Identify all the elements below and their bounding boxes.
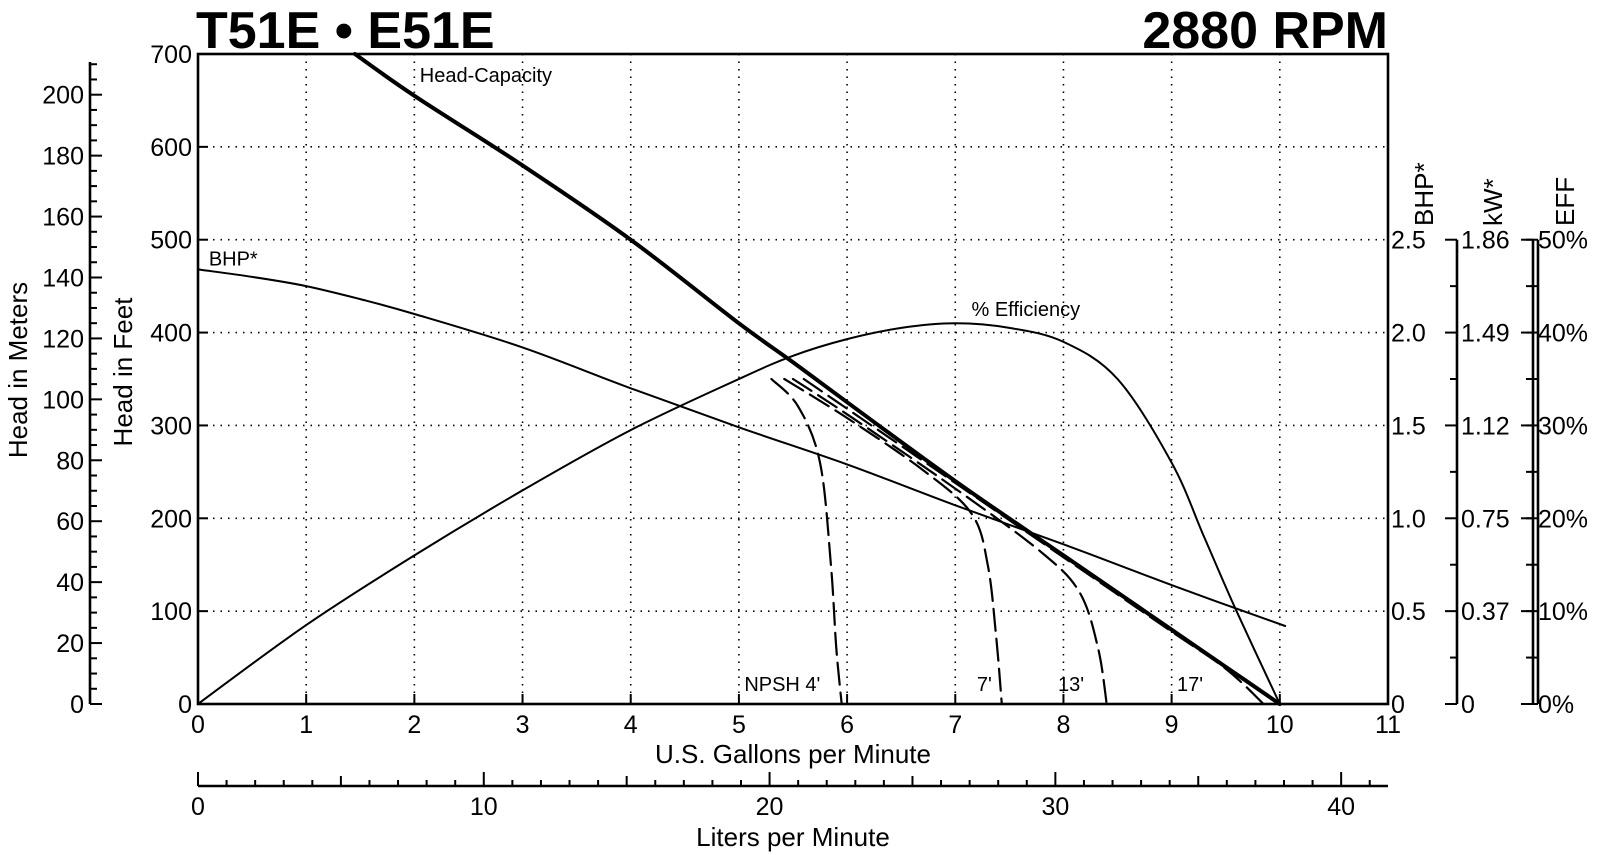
y-axis-bhp: 0 0.5 1.0 1.5 2.0 2.5 — [1391, 227, 1459, 719]
series-curve-4 — [783, 377, 1003, 706]
y-axis-label-bhp: BHP* — [1409, 162, 1439, 226]
meters-tick-label: 140 — [42, 264, 84, 292]
y-axis-feet: 0 100 200 300 400 500 600 700 — [150, 41, 208, 719]
lpm-tick-label: 40 — [1327, 793, 1355, 821]
x-tick-label: 5 — [732, 711, 746, 739]
meters-tick-label: 60 — [56, 508, 84, 536]
annotation-label: 7' — [977, 674, 992, 696]
kw-tick-label: 1.49 — [1461, 320, 1510, 348]
meters-tick-label: 80 — [56, 447, 84, 475]
x-tick-label: 6 — [840, 711, 854, 739]
x-axis-label-secondary: Liters per Minute — [696, 822, 890, 852]
series-curve-2 — [197, 322, 1281, 705]
x-tick-label: 2 — [407, 711, 421, 739]
series-curve-6 — [802, 377, 1265, 706]
curves — [197, 52, 1287, 706]
meters-tick-label: 0 — [70, 691, 84, 719]
bhp-tick-label: 0.5 — [1391, 598, 1426, 626]
y-axis-eff: 0% 10% 20% 30% 40% 50% — [1526, 227, 1588, 719]
lpm-tick-label: 0 — [191, 793, 205, 821]
y-axis-meters: 0 20 40 60 80 100 120 140 160 180 200 — [42, 62, 102, 719]
x-tick-label: 4 — [624, 711, 638, 739]
x-tick-label: 10 — [1266, 711, 1294, 739]
kw-tick-label: 0 — [1461, 691, 1475, 719]
kw-tick-label: 0.37 — [1461, 598, 1510, 626]
x-tick-label: 11 — [1375, 711, 1401, 739]
eff-tick-label: 10% — [1538, 598, 1588, 626]
bhp-tick-label: 0 — [1391, 691, 1405, 719]
bhp-tick-label: 2.0 — [1391, 320, 1426, 348]
chart-subtitle: 2880 RPM — [1142, 2, 1388, 60]
y-tick-label: 500 — [150, 227, 192, 255]
eff-tick-label: 40% — [1538, 320, 1588, 348]
y-axis-label-feet: Head in Feet — [108, 297, 138, 447]
series-curve-3 — [770, 377, 843, 706]
annotation-label: % Efficiency — [972, 299, 1081, 321]
bhp-tick-label: 1.5 — [1391, 412, 1426, 440]
y-tick-label: 0 — [178, 691, 192, 719]
annotation-label: 17' — [1177, 674, 1203, 696]
series-curve-5 — [791, 377, 1108, 706]
x-axis-lpm: 0 10 20 30 40 — [191, 772, 1388, 821]
y-tick-label: 400 — [150, 320, 192, 348]
x-axis-label: U.S. Gallons per Minute — [655, 739, 931, 769]
meters-tick-label: 160 — [42, 204, 84, 232]
y-tick-label: 300 — [150, 412, 192, 440]
kw-tick-label: 1.12 — [1461, 412, 1510, 440]
lpm-tick-label: 10 — [470, 793, 498, 821]
x-tick-label: 8 — [1057, 711, 1071, 739]
x-tick-label: 0 — [191, 711, 205, 739]
y-tick-label: 200 — [150, 505, 192, 533]
y-axis-label-kw: kW* — [1478, 178, 1508, 226]
lpm-tick-label: 30 — [1041, 793, 1069, 821]
series-curve-0 — [352, 52, 1282, 706]
curve-annotations: Head-Capacity BHP* % Efficiency NPSH 4' 7' 13… — [209, 65, 1203, 696]
y-tick-label: 700 — [150, 41, 192, 69]
y-axis-label-meters: Head in Meters — [3, 282, 33, 458]
x-tick-label: 7 — [948, 711, 962, 739]
x-tick-label: 1 — [299, 711, 313, 739]
plot-frame — [196, 52, 1390, 706]
annotation-label: NPSH 4' — [744, 674, 820, 696]
annotation-label: Head-Capacity — [420, 65, 552, 87]
eff-tick-label: 50% — [1538, 227, 1588, 255]
x-tick-label: 9 — [1165, 711, 1179, 739]
bhp-tick-label: 2.5 — [1391, 227, 1426, 255]
x-axis-gpm: 0 1 2 3 4 5 6 7 8 9 10 11 — [191, 694, 1401, 739]
eff-tick-label: 20% — [1538, 505, 1588, 533]
meters-tick-label: 40 — [56, 569, 84, 597]
eff-tick-label: 30% — [1538, 412, 1588, 440]
y-tick-label: 600 — [150, 134, 192, 162]
meters-tick-label: 100 — [42, 386, 84, 414]
x-tick-label: 3 — [516, 711, 530, 739]
annotation-label: 13' — [1058, 674, 1084, 696]
meters-tick-label: 120 — [42, 325, 84, 353]
bhp-tick-label: 1.0 — [1391, 505, 1426, 533]
eff-tick-label: 0% — [1538, 691, 1574, 719]
y-tick-label: 100 — [150, 598, 192, 626]
meters-tick-label: 180 — [42, 143, 84, 171]
meters-tick-label: 200 — [42, 82, 84, 110]
annotation-label: BHP* — [209, 249, 258, 271]
meters-tick-label: 20 — [56, 630, 84, 658]
chart-title: T51E • E51E — [196, 2, 495, 60]
y-axis-kw: 0 0.37 0.75 1.12 1.49 1.86 — [1461, 227, 1535, 719]
lpm-tick-label: 20 — [756, 793, 784, 821]
y-axis-label-eff: EFF — [1550, 177, 1580, 226]
kw-tick-label: 1.86 — [1461, 227, 1510, 255]
kw-tick-label: 0.75 — [1461, 505, 1510, 533]
